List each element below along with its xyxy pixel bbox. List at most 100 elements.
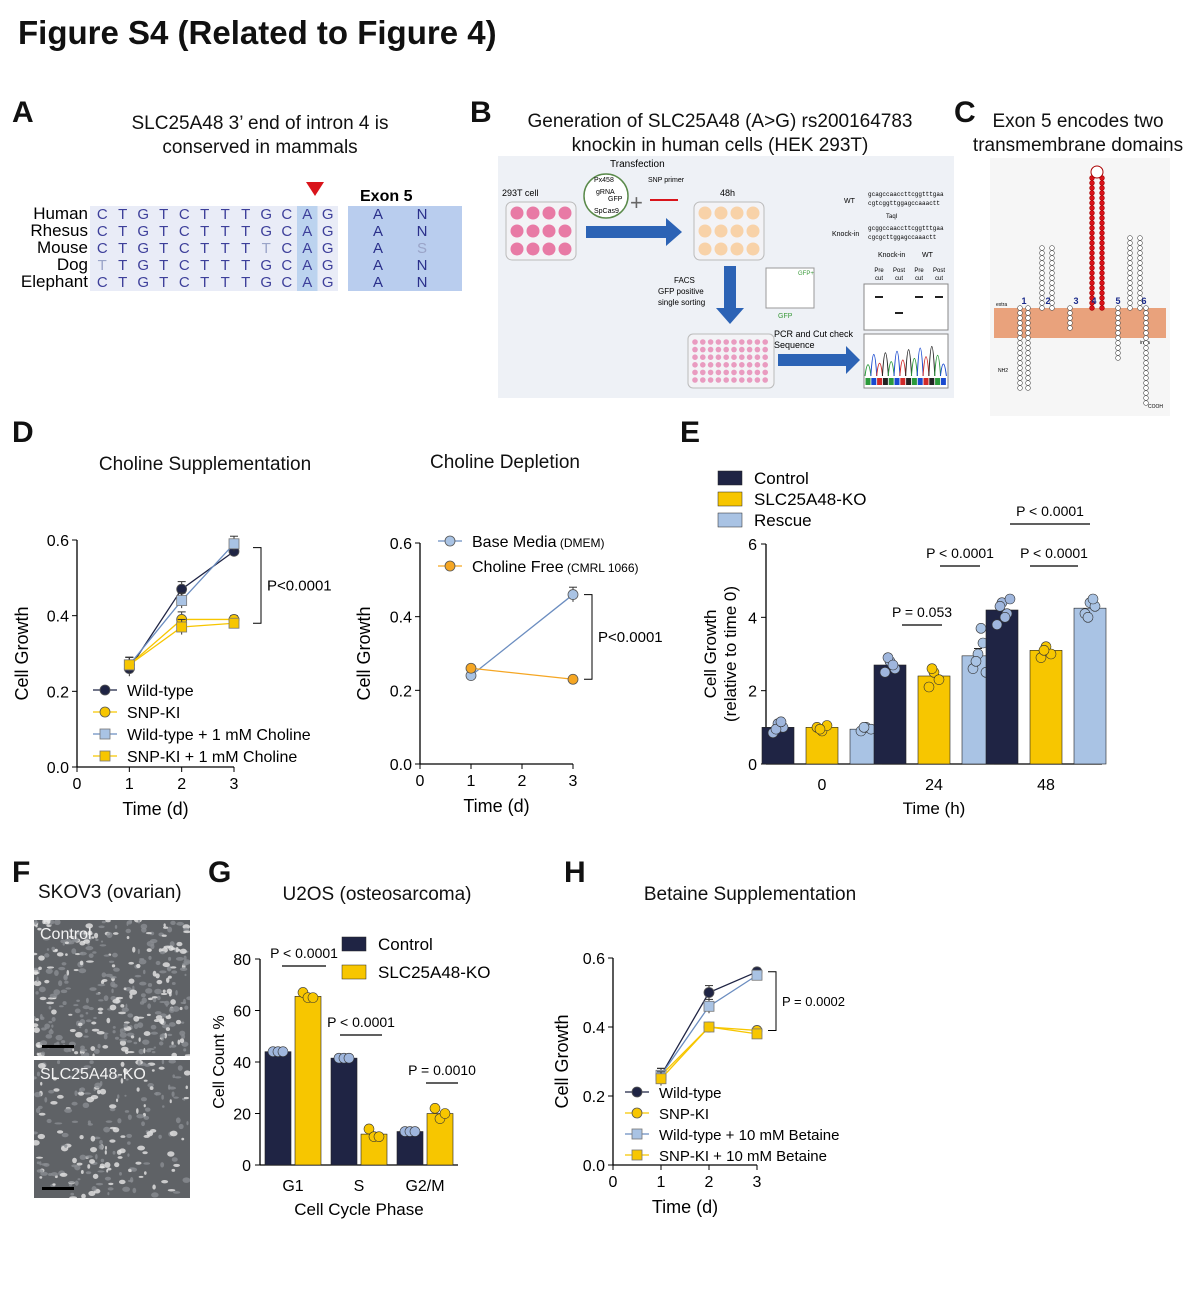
cell-speck xyxy=(68,1075,73,1080)
cell-speck xyxy=(85,1171,92,1175)
data-point xyxy=(228,538,240,550)
cell-speck xyxy=(55,1034,63,1041)
cell-speck xyxy=(79,1087,86,1092)
cell-speck xyxy=(182,924,190,930)
residue xyxy=(1099,225,1105,231)
residue xyxy=(1067,310,1073,316)
cell-speck xyxy=(54,969,59,976)
residue xyxy=(1099,250,1105,256)
cell-speck xyxy=(159,970,167,974)
data-point xyxy=(751,969,763,981)
cell-speck xyxy=(50,1172,58,1177)
well xyxy=(707,346,714,353)
cell-speck xyxy=(99,1088,107,1095)
well xyxy=(739,377,745,383)
cell-speck xyxy=(64,941,69,945)
chart-choline-depletion: 0 1 2 3 0.0 0.2 0.4 0.6 Time (d) Cell Growth P<0.0… xyxy=(354,534,663,816)
well xyxy=(739,354,745,360)
panel-b-title: Generation of SLC25A48 (A>G) rs200164783… xyxy=(500,110,940,158)
well xyxy=(731,369,737,376)
cell-speck xyxy=(91,1186,97,1192)
well xyxy=(762,354,768,360)
cell-speck xyxy=(140,1097,147,1102)
residue xyxy=(1039,285,1045,291)
p-value-label: P = 0.053 xyxy=(892,604,952,620)
cell-speck xyxy=(92,1173,99,1179)
nucleotide: G xyxy=(322,257,334,274)
data-point xyxy=(655,1073,667,1085)
cell-speck xyxy=(122,1186,131,1192)
cell-speck xyxy=(112,952,118,958)
arrow-down-icon xyxy=(716,266,744,324)
residue xyxy=(1039,270,1045,276)
residue xyxy=(1017,320,1023,326)
cell-speck xyxy=(146,1048,155,1051)
cell-speck xyxy=(56,1130,64,1134)
well xyxy=(558,206,572,220)
cell-speck xyxy=(101,972,107,978)
cell-speck xyxy=(106,1168,109,1173)
cell-speck xyxy=(139,958,145,961)
cell-speck xyxy=(71,1120,79,1124)
cell-speck xyxy=(80,951,84,955)
base-call xyxy=(917,378,923,385)
well xyxy=(746,377,753,383)
residue xyxy=(1137,245,1143,251)
residue xyxy=(1143,355,1149,361)
cell-speck xyxy=(60,939,66,944)
data-point xyxy=(999,612,1011,623)
cell-speck xyxy=(98,925,105,929)
legend-marker xyxy=(99,684,111,696)
cell-speck xyxy=(170,999,176,1005)
cell-speck xyxy=(143,969,146,975)
cell-speck xyxy=(173,1096,179,1099)
cell-speck xyxy=(174,1076,182,1079)
bar xyxy=(873,664,907,765)
grna-label: gRNA xyxy=(596,189,615,196)
nucleotide: C xyxy=(179,206,190,223)
bar xyxy=(917,675,951,765)
facs-label-3: single sorting xyxy=(658,298,705,307)
y-tick-label: 0.6 xyxy=(583,951,605,968)
well xyxy=(739,339,745,345)
residue xyxy=(1067,320,1073,326)
nucleotide: G xyxy=(137,240,149,257)
panel-label-c: C xyxy=(954,96,976,129)
well xyxy=(746,206,760,220)
nucleotide: G xyxy=(322,240,334,257)
residue xyxy=(1049,255,1055,261)
legend-swatch xyxy=(717,512,743,528)
residue xyxy=(1099,180,1105,186)
residue xyxy=(1017,350,1023,356)
residue xyxy=(1025,310,1031,316)
residue xyxy=(1143,330,1149,336)
cell-speck xyxy=(48,1029,54,1035)
legend-label: Wild-type + 1 mM Choline xyxy=(127,727,311,744)
cell-speck xyxy=(156,995,161,1001)
base-call xyxy=(923,378,929,385)
residue xyxy=(1017,385,1023,391)
cell-speck xyxy=(146,948,152,952)
cell-speck xyxy=(127,1051,135,1054)
residue xyxy=(1017,345,1023,351)
cell-speck xyxy=(39,1176,43,1179)
cell-speck xyxy=(176,921,185,926)
cell-speck xyxy=(88,1190,96,1196)
residue xyxy=(1137,265,1143,271)
residue xyxy=(1115,305,1121,311)
residue xyxy=(1143,320,1149,326)
facs-label-2: GFP positive xyxy=(658,287,704,296)
cell-speck xyxy=(45,1034,53,1039)
cell-speck xyxy=(161,1094,164,1100)
nucleotide: T xyxy=(118,240,127,257)
residue xyxy=(1099,260,1105,266)
cell-speck xyxy=(50,1028,53,1032)
cell-speck xyxy=(143,1031,151,1037)
well xyxy=(700,339,706,345)
cell-speck xyxy=(74,1180,79,1186)
residue xyxy=(1099,205,1105,211)
tm-number: 4 xyxy=(1091,296,1096,306)
cell-speck xyxy=(175,947,179,953)
residue xyxy=(1089,245,1095,251)
cell-speck xyxy=(177,1065,183,1071)
